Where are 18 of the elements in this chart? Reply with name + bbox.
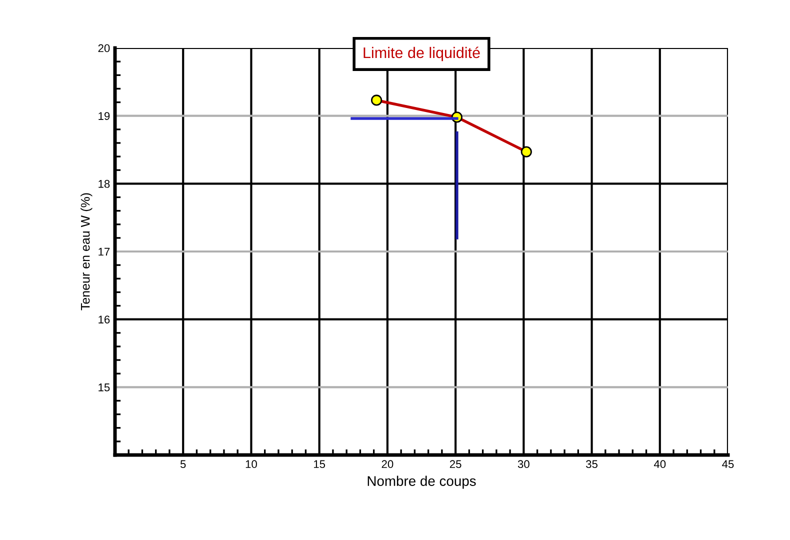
x-tick-label: 15 [314,460,326,468]
x-tick-label: 40 [654,460,666,468]
y-tick-label: 19 [98,112,110,120]
x-tick-label: 45 [722,460,734,468]
y-tick-label: 17 [98,248,110,256]
y-tick-label: 20 [98,44,110,52]
x-tick-label: 30 [518,460,530,468]
y-tick-label: 15 [98,384,110,392]
y-tick-label: 18 [98,180,110,188]
chart-title: Limite de liquidité [364,46,480,62]
x-tick-label: 20 [382,460,394,468]
x-tick-label: 5 [180,460,186,468]
x-tick-label: 35 [586,460,598,468]
y-tick-label: 16 [98,316,110,324]
y-axis-title: Teneur en eau W (%) [80,193,92,310]
x-tick-label: 25 [450,460,462,468]
x-axis-title: Nombre de coups [368,476,476,489]
x-tick-label: 10 [246,460,257,468]
